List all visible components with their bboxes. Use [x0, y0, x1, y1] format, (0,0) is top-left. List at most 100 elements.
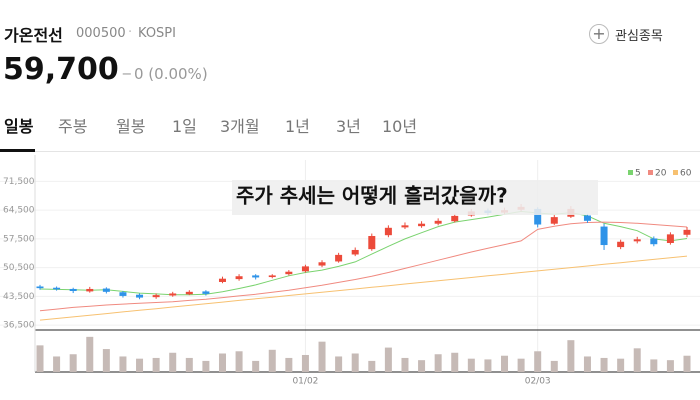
volume-bar [252, 360, 260, 372]
candle-body [285, 271, 293, 275]
candle-body [301, 266, 309, 272]
volume-bar [235, 351, 243, 372]
candle-body [534, 208, 542, 225]
annotation-box [232, 180, 598, 215]
candle-body [650, 238, 658, 245]
volume-bar [268, 349, 276, 372]
volume-bar [666, 360, 674, 372]
volume-bar [600, 357, 608, 372]
candle-body [69, 288, 77, 292]
candle-body [683, 229, 691, 235]
y-tick-label: 71,500 [3, 177, 35, 187]
price: 59,700 [3, 52, 119, 87]
candle-body [119, 292, 127, 296]
tab[interactable]: 3개월 [220, 117, 260, 136]
candle-body [351, 249, 359, 255]
divider [0, 151, 700, 152]
volume-bar [136, 358, 144, 372]
volume-bar [218, 353, 226, 372]
volume-bar [169, 352, 177, 372]
volume-bar [451, 352, 459, 372]
tab[interactable]: 10년 [382, 117, 418, 136]
volume-bar [69, 354, 77, 372]
volume-bar [467, 358, 475, 372]
stock-name: 가온전선 [4, 26, 63, 45]
candle-body [434, 220, 442, 224]
candle-body [268, 275, 276, 278]
candle-body [617, 241, 625, 248]
tab[interactable]: 월봉 [116, 117, 146, 136]
moving-average-line [39, 255, 688, 321]
volume-bar [285, 357, 293, 372]
candle-body [152, 295, 160, 298]
y-tick-label: 43,500 [3, 292, 35, 302]
volume-bar [202, 360, 210, 372]
volume-bar [119, 356, 127, 372]
candle-body [666, 234, 674, 243]
volume-bar [384, 347, 392, 372]
candle-body [202, 291, 210, 294]
volume-bar [633, 348, 641, 372]
separator-dot: · [128, 25, 133, 40]
volume-bar [318, 341, 326, 372]
volume-bar [484, 359, 492, 372]
x-tick-label: 02/03 [525, 377, 551, 387]
volume-bar [185, 357, 193, 372]
tab[interactable]: 일봉 [4, 117, 34, 136]
x-tick-label: 01/02 [292, 377, 318, 387]
volume-bar [53, 356, 61, 372]
legend-swatch [673, 170, 678, 175]
tab[interactable]: 1년 [285, 117, 310, 136]
y-tick-label: 64,500 [3, 206, 35, 216]
candle-body [185, 291, 193, 295]
volume-bar [368, 360, 376, 372]
volume-bar [583, 356, 591, 372]
y-tick-label: 50,500 [3, 263, 35, 273]
volume-bar [86, 336, 94, 372]
candle-body [550, 217, 558, 224]
moving-average-line [39, 210, 688, 296]
tab[interactable]: 1일 [172, 117, 197, 136]
legend-label: 20 [655, 169, 667, 179]
volume-bar [102, 349, 110, 372]
candle-body [136, 294, 144, 298]
legend-label: 60 [680, 169, 692, 179]
legend-label: 5 [635, 169, 641, 179]
volume-bar [351, 353, 359, 372]
volume-bar [617, 358, 625, 372]
volume-bar [650, 359, 658, 372]
candle-body [86, 288, 94, 292]
candle-body [218, 278, 226, 282]
volume-bar [401, 357, 409, 372]
volume-bar [36, 345, 44, 372]
candle-body [252, 275, 260, 278]
volume-bar [534, 351, 542, 372]
candle-body [633, 239, 641, 242]
candle-body [451, 215, 459, 222]
legend-swatch [628, 170, 633, 175]
candle-body [169, 293, 177, 296]
legend-swatch [648, 170, 653, 175]
tab-underline [0, 149, 35, 152]
y-tick-label: 36,500 [3, 321, 35, 331]
candle-body [53, 287, 61, 290]
volume-bar [501, 355, 509, 372]
stock-code: 000500 [76, 26, 126, 41]
volume-bar [434, 354, 442, 372]
tab[interactable]: 주봉 [58, 117, 88, 136]
candle-body [36, 286, 44, 289]
volume-bar [301, 354, 309, 372]
watchlist-button[interactable]: 관심종목 [615, 29, 663, 44]
candle-body [368, 236, 376, 250]
candle-body [335, 254, 343, 262]
add-icon[interactable]: + [589, 24, 609, 44]
candle-body [102, 288, 110, 292]
candle-body [318, 262, 326, 266]
tab[interactable]: 3년 [336, 117, 361, 136]
candle-body [583, 215, 591, 221]
change: 0 (0.00%) [134, 65, 208, 83]
candle-body [401, 225, 409, 228]
volume-bar [517, 358, 525, 372]
candle-body [235, 276, 243, 280]
